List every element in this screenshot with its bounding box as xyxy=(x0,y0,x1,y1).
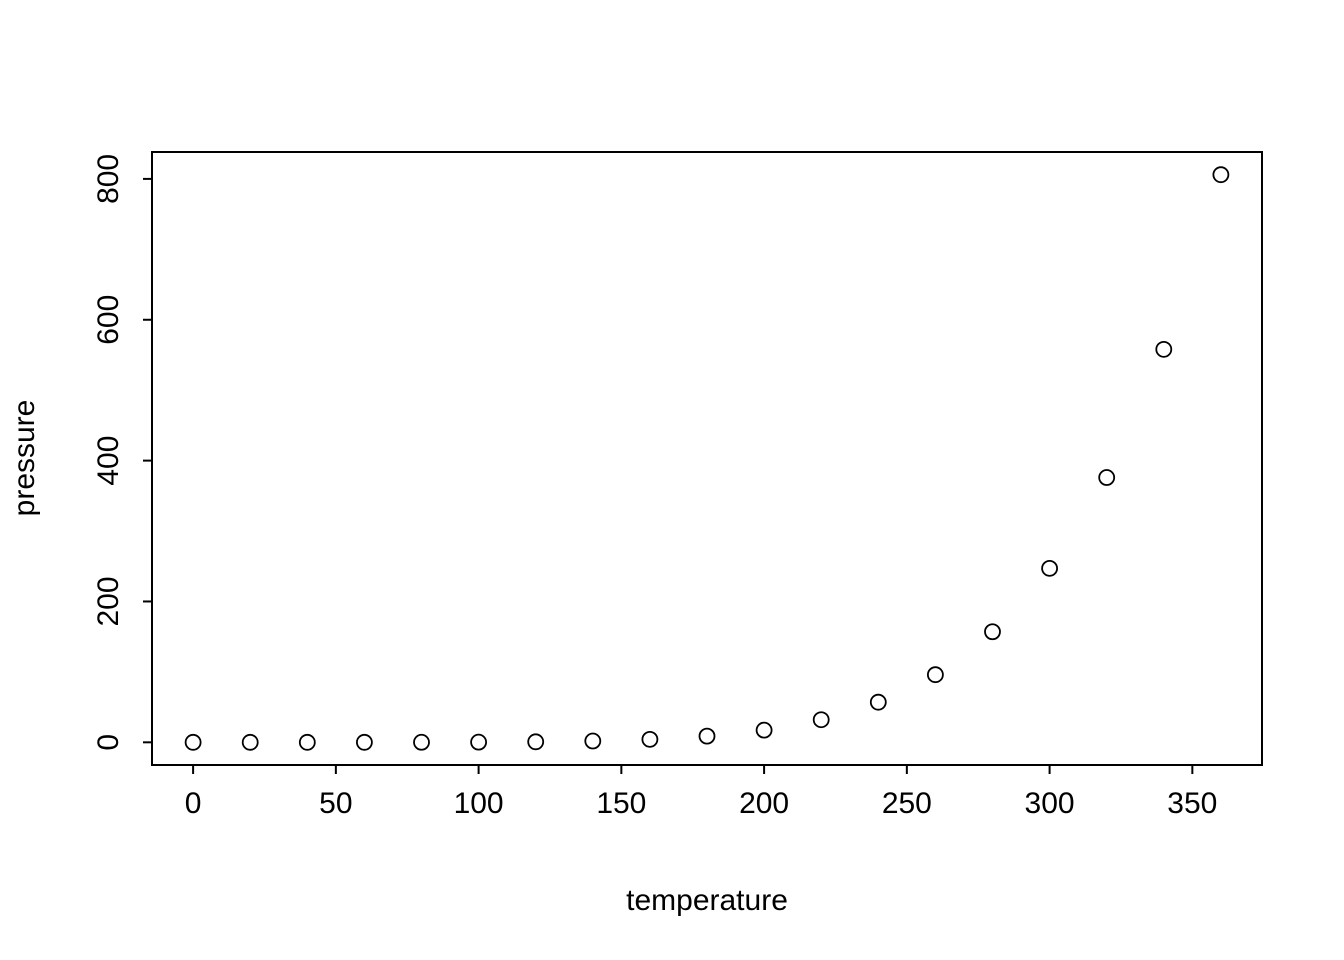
data-point xyxy=(926,666,944,684)
y-axis-title: pressure xyxy=(8,400,41,517)
data-point xyxy=(869,693,887,711)
y-tick-label: 0 xyxy=(92,734,125,751)
y-tick-label: 800 xyxy=(92,154,125,204)
x-tick-label: 300 xyxy=(1025,787,1075,820)
x-tick-label: 250 xyxy=(882,787,932,820)
x-tick-label: 100 xyxy=(454,787,504,820)
y-tick-label: 400 xyxy=(92,436,125,486)
data-point xyxy=(241,733,259,751)
x-tick-label: 350 xyxy=(1167,787,1217,820)
data-point xyxy=(1155,340,1173,358)
x-tick-label: 0 xyxy=(185,787,202,820)
data-point xyxy=(356,733,373,751)
x-tick-label: 200 xyxy=(739,787,789,820)
data-point xyxy=(698,727,716,745)
x-tick-label: 150 xyxy=(596,787,646,820)
data-point xyxy=(1098,469,1116,486)
data-point xyxy=(812,711,830,729)
plot-box xyxy=(151,151,1263,766)
data-point xyxy=(470,733,488,751)
data-point xyxy=(184,733,202,751)
plot-frame xyxy=(151,151,1263,766)
x-tick-label: 50 xyxy=(319,787,352,820)
data-point xyxy=(298,733,316,751)
data-point xyxy=(1212,166,1230,184)
y-tick-label: 200 xyxy=(92,576,125,626)
x-axis-title: temperature xyxy=(626,884,788,917)
data-point xyxy=(413,733,430,751)
data-point xyxy=(755,721,773,739)
data-points xyxy=(184,166,1230,751)
data-point xyxy=(641,730,659,748)
x-axis-ticks: 0 50 100 150 200 250 300 350 xyxy=(185,765,1217,820)
data-point xyxy=(984,623,1001,641)
data-point xyxy=(1041,559,1058,577)
y-axis-ticks: 0 200 400 600 800 xyxy=(92,154,152,751)
data-point xyxy=(584,732,602,750)
data-point xyxy=(527,733,545,751)
y-tick-label: 600 xyxy=(92,295,125,345)
